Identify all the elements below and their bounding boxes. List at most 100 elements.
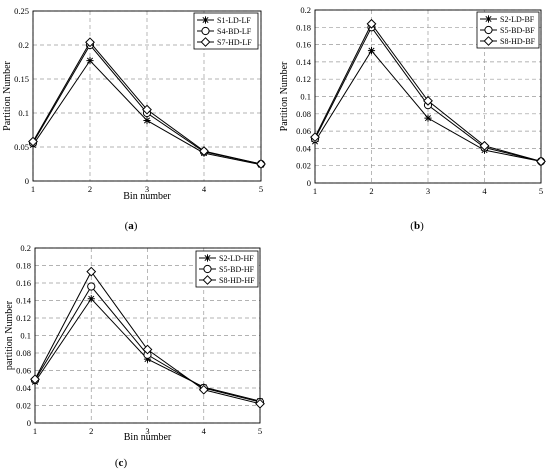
data-point	[199, 146, 209, 156]
legend-label: S8-HD-HF	[219, 276, 255, 285]
legend-label: S5-BD-HF	[219, 265, 255, 274]
plot-frame	[34, 247, 261, 424]
y-tick-label: 0.14	[296, 57, 312, 67]
y-axis-label: Partition Number	[279, 61, 290, 131]
series-S8-HD-HF	[30, 266, 265, 409]
y-tick-label: 0	[27, 418, 31, 428]
legend-label: S7-HD-LF	[217, 38, 252, 47]
data-point	[85, 37, 95, 48]
x-tick-label: 2	[369, 186, 373, 196]
data-point	[255, 398, 265, 409]
data-point	[142, 344, 153, 355]
x-tick-label: 5	[539, 186, 543, 196]
y-tick-label: 0.14	[16, 296, 32, 306]
data-point	[198, 384, 209, 395]
legend-label: S2-LD-HF	[219, 254, 254, 263]
x-tick-label: 3	[145, 426, 149, 436]
data-point	[536, 156, 546, 167]
y-tick-label: 0.08	[296, 109, 311, 119]
data-point	[423, 95, 433, 106]
y-tick-label: 0.06	[296, 126, 311, 136]
panel-caption: (a)	[125, 220, 138, 232]
y-axis-label: partition Number	[4, 300, 15, 370]
x-axis-label: Bin number	[124, 432, 172, 443]
panel-caption: (b)	[410, 220, 424, 232]
data-point	[86, 57, 94, 65]
legend-marker	[484, 25, 493, 35]
series-S8-HD-BF	[310, 18, 546, 167]
y-tick-label: 0	[25, 176, 29, 186]
x-tick-label: 5	[258, 426, 262, 436]
legend-label: S4-BD-LF	[217, 27, 252, 36]
data-point	[143, 116, 151, 125]
y-tick-label: 0.1	[300, 92, 311, 102]
legend-marker	[203, 264, 212, 274]
plot-frame	[32, 10, 262, 182]
y-tick-label: 0.08	[16, 348, 31, 358]
data-point	[143, 355, 152, 363]
data-point	[30, 374, 40, 385]
y-tick-label: 0.18	[16, 261, 31, 271]
x-tick-label: 2	[89, 426, 93, 436]
legend: S1-LD-LF S4-BD-LF S7-HD-LF	[193, 12, 259, 50]
x-tick-label: 3	[145, 184, 149, 194]
x-tick-label: 1	[33, 426, 37, 436]
y-tick-label: 0.25	[14, 6, 29, 16]
x-tick-label: 3	[426, 186, 430, 196]
x-axis-label: Bin number	[123, 191, 171, 202]
y-tick-label: 0.15	[14, 74, 29, 84]
legend-label: S2-LD-BF	[500, 15, 535, 24]
data-point	[310, 132, 320, 143]
x-tick-label: 1	[31, 184, 35, 194]
x-tick-label: 1	[313, 186, 317, 196]
series-S5-BD-HF	[30, 282, 265, 407]
data-point	[366, 18, 377, 29]
y-tick-label: 0	[307, 178, 311, 188]
x-tick-label: 4	[482, 186, 487, 196]
y-tick-label: 0.04	[16, 383, 32, 393]
x-tick-label: 2	[88, 184, 92, 194]
data-point	[86, 266, 97, 277]
data-point	[367, 47, 376, 55]
y-tick-label: 0.02	[16, 401, 31, 411]
y-tick-label: 0.06	[16, 366, 31, 376]
series-S7-HD-LF	[28, 37, 266, 169]
panel-caption: (c)	[115, 457, 128, 469]
legend-marker	[201, 16, 210, 24]
legend-label: S5-BD-BF	[500, 26, 535, 35]
plot-frame	[314, 9, 542, 184]
y-tick-label: 0.05	[14, 142, 29, 152]
legend-marker	[202, 275, 213, 285]
data-point	[87, 282, 96, 291]
data-point	[87, 295, 95, 303]
legend-marker	[203, 254, 212, 262]
y-tick-label: 0.12	[296, 74, 311, 84]
y-tick-label: 0.2	[18, 40, 29, 50]
y-tick-label: 0.02	[296, 161, 311, 171]
data-point	[424, 114, 432, 122]
chart-panel-2: 1 2 3 4 5 0 0.02 0.04 0.06 0.08 0.1 0.12 0.14 0.16 0.1…	[279, 5, 546, 232]
data-point	[256, 159, 266, 169]
legend-marker	[484, 15, 493, 23]
legend-label: S1-LD-LF	[217, 16, 251, 25]
legend-marker	[200, 37, 211, 47]
y-tick-label: 0.1	[20, 331, 31, 341]
x-tick-label: 4	[202, 184, 207, 194]
y-tick-label: 0.12	[16, 313, 31, 323]
legend-label: S8-HD-BF	[500, 37, 536, 46]
legend-marker	[483, 36, 494, 46]
y-axis-label: Partition Number	[2, 60, 13, 130]
chart-panel-1: 1 2 3 4 5 0 0.05 0.1 0.15 0.2 0.25 Bin number Partit…	[2, 6, 266, 232]
y-tick-label: 0.2	[300, 5, 311, 15]
y-tick-label: 0.16	[16, 278, 31, 288]
y-tick-label: 0.1	[18, 108, 29, 118]
y-tick-label: 0.04	[296, 143, 312, 153]
legend: S2-LD-BF S5-BD-BF S8-HD-BF	[476, 11, 540, 49]
legend-marker	[201, 26, 210, 36]
data-point	[142, 104, 152, 115]
y-tick-label: 0.16	[296, 40, 311, 50]
y-tick-label: 0.18	[296, 22, 311, 32]
data-point	[28, 136, 38, 147]
x-tick-label: 4	[202, 426, 207, 436]
